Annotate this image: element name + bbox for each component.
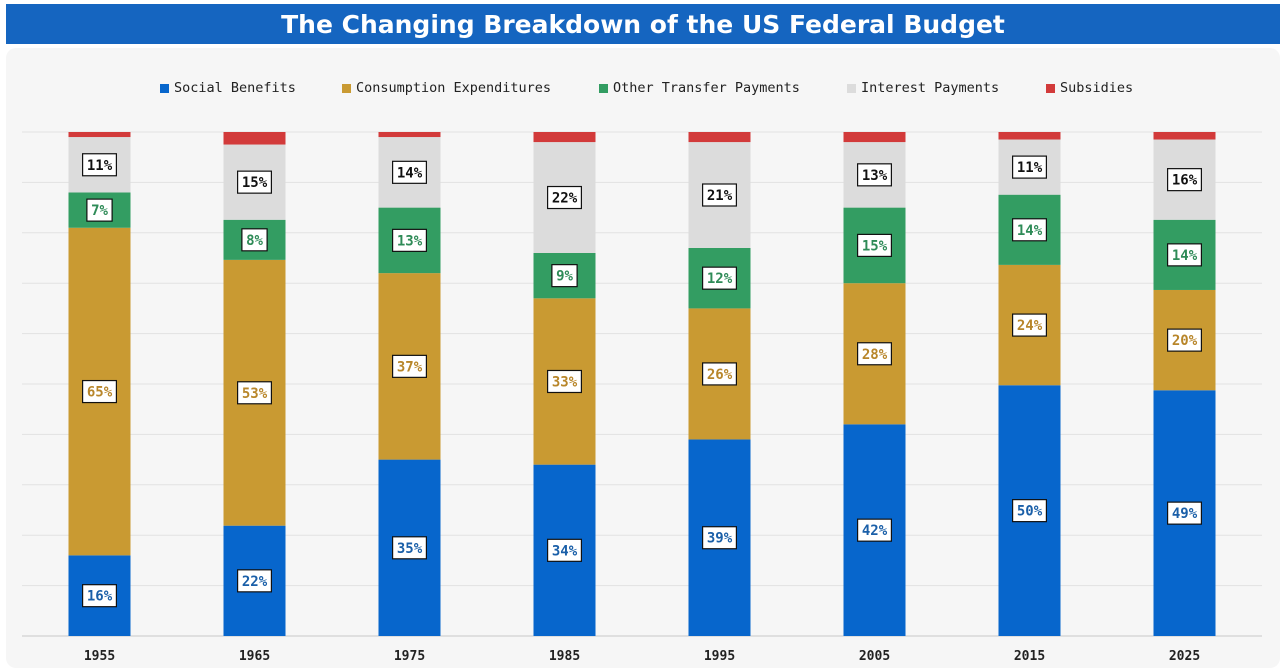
data-label: 22% <box>242 574 268 590</box>
data-label: 33% <box>552 374 578 390</box>
bar-segment <box>533 132 596 143</box>
x-tick-label: 2025 <box>1169 649 1200 664</box>
data-label: 14% <box>1017 223 1043 239</box>
data-label-box <box>86 198 113 222</box>
legend-item-interest-payments: Interest Payments <box>847 80 999 96</box>
legend-item-consumption-expenditures: Consumption Expenditures <box>342 80 551 96</box>
data-label: 16% <box>87 589 113 605</box>
legend-swatch <box>1046 83 1055 93</box>
legend-swatch <box>342 83 351 93</box>
data-label-box <box>1166 168 1202 192</box>
data-label-box <box>856 342 892 366</box>
data-label: 12% <box>707 271 733 287</box>
x-tick-label: 2005 <box>859 649 890 664</box>
data-label-box <box>392 160 428 184</box>
x-tick-label: 1955 <box>84 649 115 664</box>
data-label: 42% <box>862 523 888 539</box>
data-label-box <box>1011 499 1047 523</box>
data-label: 21% <box>707 188 733 204</box>
bar-segment <box>223 132 286 145</box>
data-label-box <box>1011 155 1047 179</box>
data-label-box <box>392 536 428 560</box>
data-label-box <box>546 369 582 394</box>
data-label-box <box>701 266 737 290</box>
data-label-box <box>81 379 117 404</box>
data-label: 11% <box>1017 160 1043 176</box>
data-label-box <box>1166 501 1202 525</box>
legend-item-social-benefits: Social Benefits <box>160 80 296 96</box>
data-label-box <box>701 183 737 207</box>
data-label-box <box>1011 313 1047 337</box>
legend-swatch <box>847 83 856 93</box>
data-label-box <box>546 185 582 210</box>
legend-label: Interest Payments <box>861 80 1000 96</box>
x-tick-label: 1995 <box>704 649 735 664</box>
data-label-box <box>1166 243 1202 267</box>
data-label-box <box>701 362 737 386</box>
x-tick-label: 1965 <box>239 649 270 664</box>
data-label: 13% <box>862 168 888 184</box>
bar-segment <box>68 132 131 138</box>
data-label: 7% <box>91 203 108 219</box>
data-label: 26% <box>707 367 733 383</box>
data-label: 15% <box>862 238 888 254</box>
chart-title: The Changing Breakdown of the US Federal… <box>6 4 1280 44</box>
x-tick-label: 2015 <box>1014 649 1045 664</box>
chart-panel <box>6 48 1280 668</box>
data-label: 20% <box>1172 333 1198 349</box>
legend-item-subsidies: Subsidies <box>1046 80 1133 96</box>
data-label: 8% <box>246 233 263 249</box>
data-label: 50% <box>1017 504 1043 520</box>
data-label-box <box>237 381 273 405</box>
data-label-box <box>237 569 273 593</box>
data-label: 65% <box>87 385 113 401</box>
legend-label: Subsidies <box>1060 80 1134 96</box>
legend-label: Social Benefits <box>174 80 296 96</box>
data-label: 37% <box>397 359 423 375</box>
data-label-box <box>392 228 428 252</box>
data-label: 15% <box>242 175 268 191</box>
data-label-box <box>701 526 737 550</box>
data-label: 16% <box>1172 173 1198 189</box>
data-label-box <box>237 170 273 194</box>
data-label-box <box>856 163 892 187</box>
data-label: 39% <box>707 531 733 547</box>
bar-segment <box>998 132 1061 140</box>
bar-segment <box>688 132 751 143</box>
data-label: 14% <box>397 165 423 181</box>
data-label-box <box>241 228 268 252</box>
data-label: 9% <box>556 269 573 285</box>
data-label: 11% <box>87 158 113 174</box>
data-label: 34% <box>552 543 578 559</box>
data-label-box <box>551 264 578 288</box>
data-label-box <box>81 153 117 177</box>
data-label: 22% <box>552 191 578 207</box>
legend-label: Other Transfer Payments <box>613 80 800 96</box>
bar-segment <box>843 132 906 143</box>
bar-segment <box>378 132 441 138</box>
legend-item-other-transfer-payments: Other Transfer Payments <box>599 80 800 96</box>
data-label-box <box>392 354 428 378</box>
data-label-box <box>81 584 117 608</box>
legend-label: Consumption Expenditures <box>356 80 552 96</box>
data-label: 13% <box>397 233 423 249</box>
bar-segment <box>1153 132 1216 140</box>
data-label-box <box>1011 218 1047 242</box>
data-label-box <box>1166 328 1202 352</box>
legend-swatch <box>160 83 169 93</box>
data-label: 24% <box>1017 318 1043 334</box>
data-label: 28% <box>862 347 888 363</box>
data-label: 49% <box>1172 506 1198 522</box>
data-label-box <box>856 233 892 257</box>
data-label: 35% <box>397 541 423 557</box>
x-tick-label: 1985 <box>549 649 580 664</box>
data-label: 14% <box>1172 248 1198 264</box>
data-label-box <box>856 518 892 542</box>
data-label-box <box>546 538 582 562</box>
legend-swatch <box>599 83 608 93</box>
legend: Social Benefits Consumption Expenditures… <box>0 80 1282 100</box>
data-label: 53% <box>242 386 268 402</box>
x-tick-label: 1975 <box>394 649 425 664</box>
